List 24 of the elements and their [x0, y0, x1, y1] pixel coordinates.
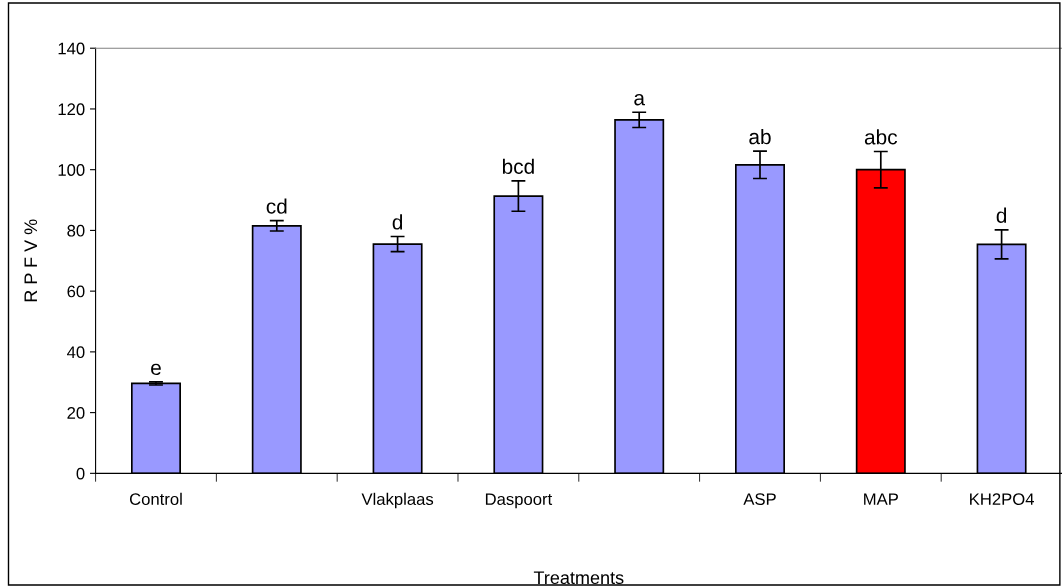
data-label: d [392, 214, 403, 230]
y-tick-label: 140 [58, 42, 85, 55]
x-tick-label: ASP [743, 493, 776, 506]
x-axis-title: Treatments [533, 571, 624, 585]
x-tick-label: MAP [864, 493, 898, 505]
x-tick-label: Daspoort [485, 493, 553, 509]
data-label: bcd [502, 158, 534, 175]
data-label: ab [749, 128, 771, 145]
y-tick-label: 120 [58, 103, 85, 116]
data-label: a [634, 93, 645, 106]
y-tick-label: 0 [76, 467, 85, 480]
x-tick-label: KH2PO4 [970, 493, 1034, 506]
x-tick-label: Control [129, 492, 182, 506]
y-tick-label: 60 [67, 285, 85, 298]
y-tick-label: 20 [67, 407, 85, 419]
data-label: abc [864, 129, 898, 145]
y-axis-title: R P F V % [24, 219, 38, 302]
y-tick-label: 40 [67, 346, 85, 359]
data-label: e [151, 363, 161, 376]
x-tick-label: Vlakplaas [361, 492, 434, 509]
data-label: d [996, 207, 1007, 223]
y-tick-label: 100 [58, 164, 85, 176]
data-label: cd [266, 198, 287, 214]
y-tick-label: 80 [67, 224, 85, 237]
